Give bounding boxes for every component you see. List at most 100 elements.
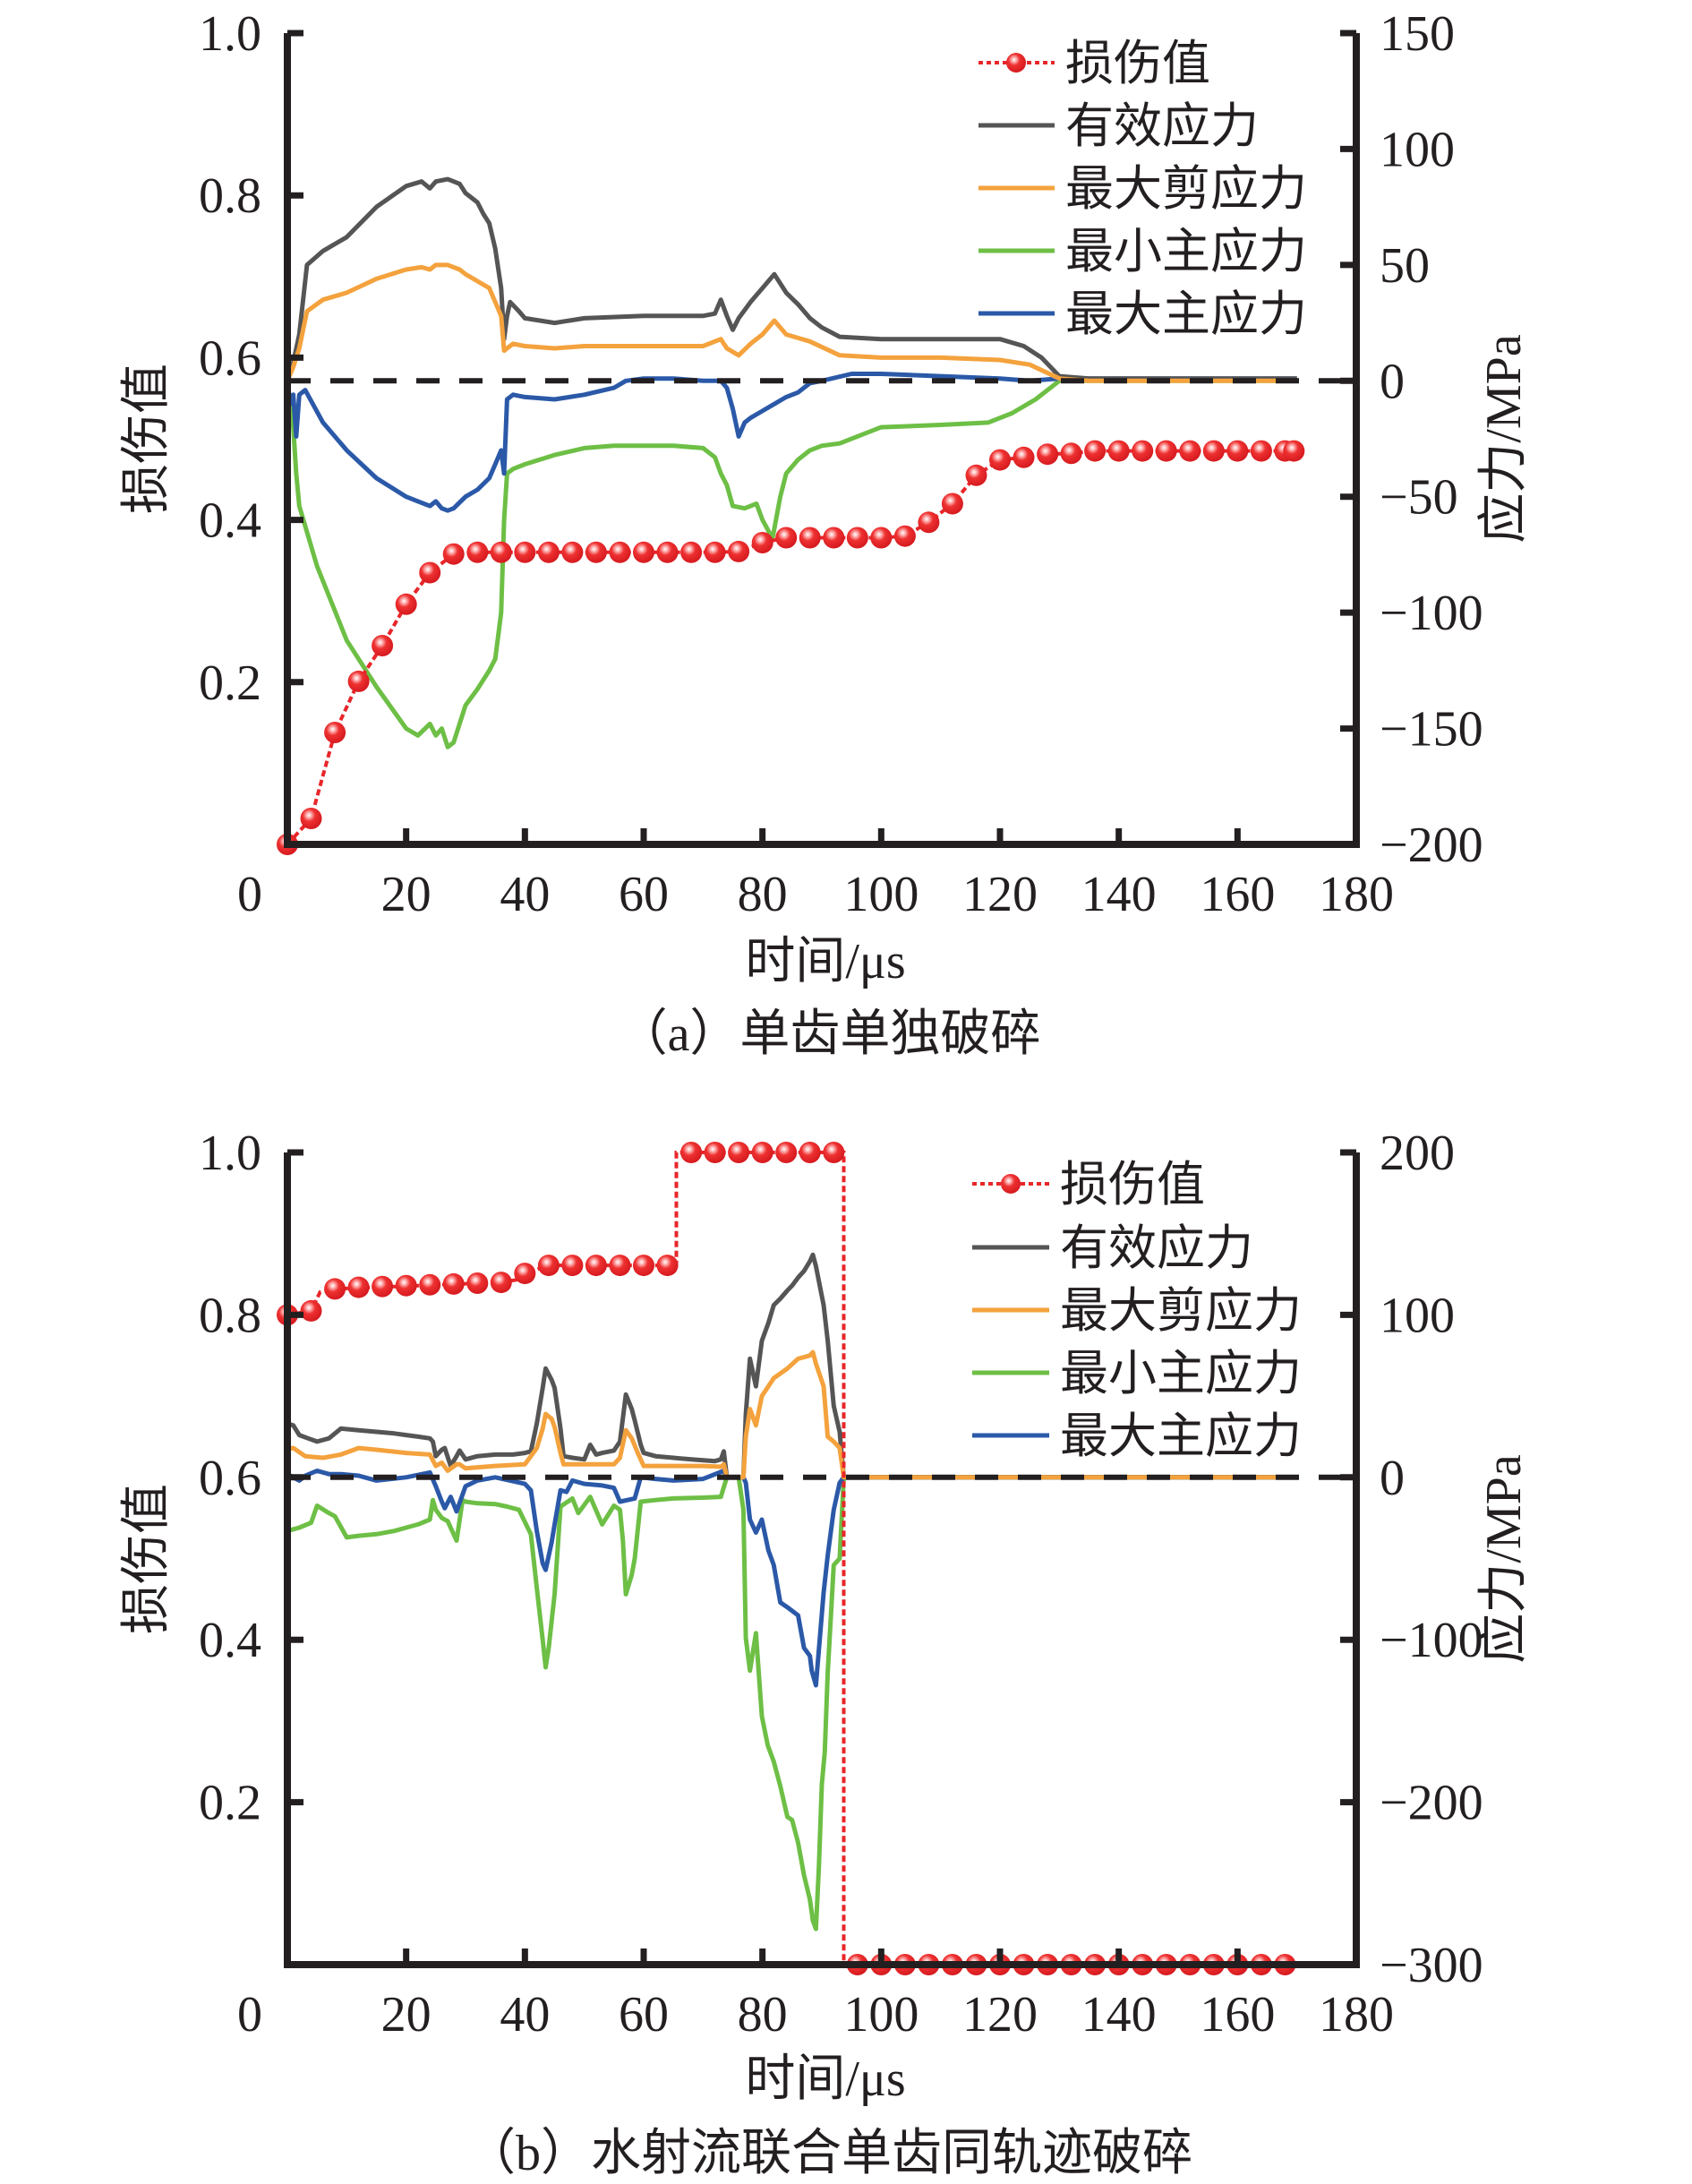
- y-left-tick-label: 0.2: [199, 655, 261, 711]
- damage-point: [609, 1255, 631, 1277]
- figure-caption-a: （a）单齿单独破碎: [618, 1006, 1041, 1062]
- series-line-max-principal-stress: [285, 372, 1297, 513]
- x-tick-label: 0: [237, 867, 262, 922]
- legend-label-max-shear-stress: 最大剪应力: [1065, 162, 1307, 216]
- x-axis-title: 时间/μs: [745, 2051, 905, 2107]
- x-tick-label: 60: [619, 1987, 669, 2043]
- axes-b: 0 20 40 60 80 100 120 140 160 180 0.2 0.4 0.6 0.8 1.0 2…: [199, 1126, 1483, 2043]
- figure-caption-b: （b）水射流联合单齿同轨迹破碎: [466, 2126, 1192, 2181]
- damage-point: [490, 1272, 512, 1294]
- legend-item-max-principal-stress: 最大主应力: [972, 1409, 1302, 1463]
- damage-point: [419, 561, 441, 584]
- damage-point: [561, 1255, 584, 1277]
- y-right-tick-label: 100: [1380, 1288, 1455, 1343]
- legend-a: 损伤值 有效应力 最大剪应力 最小主应力 最大主应力: [978, 37, 1307, 341]
- damage-point: [1202, 440, 1225, 462]
- damage-point: [466, 1272, 489, 1294]
- plot-series-a: [277, 176, 1356, 855]
- y-left-tick-label: 0.8: [199, 168, 261, 224]
- y-right-tick-label: 0: [1380, 354, 1405, 409]
- damage-point: [799, 1142, 821, 1163]
- damage-point: [633, 541, 654, 563]
- y-right-tick-label: 0: [1380, 1451, 1405, 1506]
- y-right-tick-label: −100: [1380, 1613, 1483, 1668]
- y-right-tick-label: 200: [1380, 1126, 1455, 1181]
- damage-point: [846, 527, 868, 549]
- damage-point: [1179, 440, 1201, 462]
- damage-point: [823, 527, 845, 549]
- damage-point: [1132, 440, 1154, 462]
- damage-point: [1283, 440, 1305, 462]
- damage-point: [704, 541, 726, 563]
- x-tick-label: 100: [843, 867, 919, 922]
- legend-item-max-principal-stress: 最大主应力: [978, 287, 1307, 341]
- x-tick-label: 140: [1081, 1987, 1157, 2043]
- y-right-tick-label: −200: [1380, 1776, 1483, 1831]
- series-line-damage: [286, 449, 1295, 846]
- damage-point: [799, 527, 821, 549]
- legend-b: 损伤值 有效应力 最大剪应力 最小主应力 最大主应力: [972, 1158, 1302, 1463]
- y-right-tick-label: −300: [1380, 1938, 1483, 1993]
- legend-item-min-principal-stress: 最小主应力: [972, 1347, 1302, 1400]
- x-tick-label: 180: [1319, 1987, 1394, 2043]
- damage-point: [656, 541, 679, 563]
- damage-point: [466, 541, 489, 563]
- series-line-max-shear-stress: [285, 262, 1297, 383]
- legend-item-damage: 损伤值: [972, 1158, 1205, 1212]
- legend-label-min-principal-stress: 最小主应力: [1065, 225, 1307, 278]
- series-line-max-shear-stress: [286, 1349, 1297, 1480]
- damage-point: [823, 1142, 845, 1163]
- damage-point: [585, 1255, 607, 1277]
- legend-marker-damage: [1006, 53, 1026, 73]
- damage-point: [728, 1142, 750, 1163]
- series-line-effective-stress: [286, 1252, 1297, 1480]
- damage-point: [1155, 440, 1177, 462]
- y-left-tick-label: 0.6: [199, 1451, 261, 1506]
- damage-point: [419, 1273, 441, 1296]
- legend-label-effective-stress: 有效应力: [1060, 1221, 1253, 1275]
- y-left-tick-label: 0.4: [199, 493, 261, 549]
- damage-point: [442, 543, 465, 565]
- damage-point: [728, 540, 750, 562]
- damage-point: [941, 492, 963, 515]
- chart-panel-b: 0 20 40 60 80 100 120 140 160 180 0.2 0.4 0.6 0.8 1.0 2…: [119, 1126, 1532, 2181]
- damage-point: [537, 541, 560, 563]
- x-tick-label: 100: [843, 1987, 919, 2043]
- legend-marker-damage: [1001, 1174, 1021, 1194]
- damage-point: [395, 1274, 417, 1297]
- damage-point: [372, 1275, 394, 1298]
- damage-point: [704, 1142, 726, 1163]
- plot-series-b: [277, 1142, 1356, 1975]
- x-tick-label: 80: [738, 1987, 788, 2043]
- y-right-tick-label: 150: [1380, 6, 1455, 62]
- damage-point: [1084, 440, 1107, 462]
- x-tick-label: 40: [500, 867, 550, 922]
- y-right-tick-label: −50: [1380, 470, 1458, 526]
- damage-point: [372, 635, 394, 656]
- damage-point: [1037, 443, 1059, 466]
- legend-label-damage: 损伤值: [1060, 1158, 1205, 1212]
- series-line-max-principal-stress: [286, 1469, 1297, 1688]
- y-left-tick-label: 0.2: [199, 1776, 261, 1831]
- x-tick-label: 20: [381, 867, 432, 922]
- damage-point: [1226, 440, 1249, 462]
- damage-point: [537, 1255, 560, 1277]
- legend-label-effective-stress: 有效应力: [1065, 99, 1259, 153]
- y-right-tick-label: −100: [1380, 586, 1483, 641]
- series-line-min-principal-stress: [286, 1475, 1297, 1931]
- damage-point: [656, 1255, 679, 1277]
- damage-point: [870, 527, 893, 549]
- damage-point: [1107, 440, 1130, 462]
- damage-point: [751, 1142, 773, 1163]
- legend-label-max-principal-stress: 最大主应力: [1060, 1409, 1302, 1463]
- y-right-tick-label: 50: [1380, 238, 1430, 294]
- damage-point: [1060, 442, 1082, 465]
- legend-label-max-shear-stress: 最大剪应力: [1060, 1284, 1302, 1338]
- damage-point: [442, 1272, 465, 1295]
- damage-point: [775, 527, 798, 549]
- damage-point: [347, 670, 370, 692]
- x-tick-label: 140: [1081, 867, 1157, 922]
- x-tick-label: 120: [962, 867, 1038, 922]
- damage-point: [324, 722, 346, 743]
- y-left-tick-label: 1.0: [199, 1126, 261, 1181]
